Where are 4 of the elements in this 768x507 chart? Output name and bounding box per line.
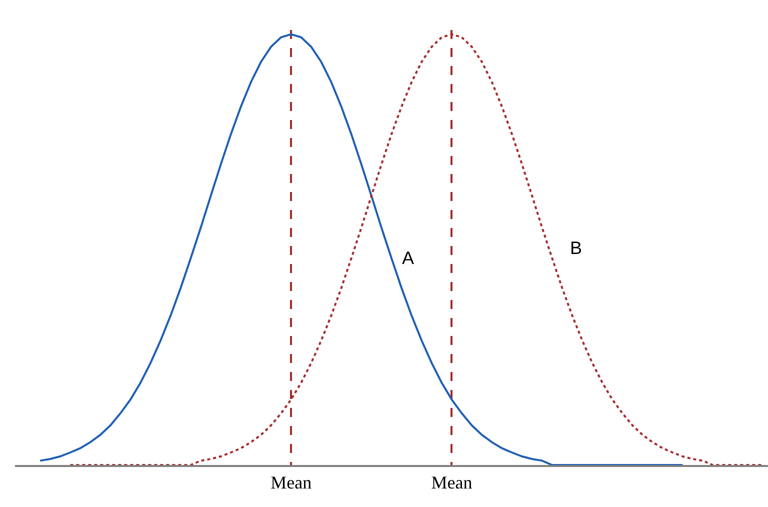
x-tick-label: Mean — [270, 472, 312, 493]
series-label: B — [570, 238, 582, 258]
x-tick-label: Mean — [431, 472, 472, 493]
series-label: A — [402, 248, 414, 268]
